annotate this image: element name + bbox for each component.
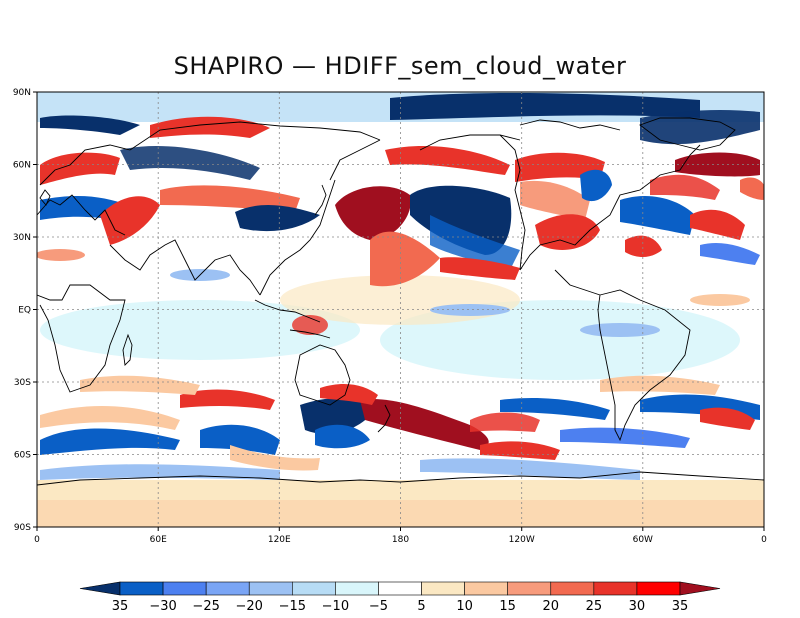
lon-tick-label: 120W (509, 535, 535, 545)
lat-tick-label: 30S (14, 378, 31, 388)
colorbar-high-triangle (679, 581, 721, 596)
lat-tick-label: 60S (14, 451, 31, 461)
colorbar-box (550, 581, 595, 596)
colorbar-box (205, 581, 250, 596)
colorbar-label: 35 (672, 599, 689, 614)
colorbar-label: −10 (322, 599, 349, 614)
lon-tick-label: 60W (633, 535, 653, 545)
colorbar-box (593, 581, 638, 596)
colorbar-box (378, 581, 422, 596)
colorbar-label: 5 (417, 599, 425, 614)
colorbar-box (464, 581, 508, 596)
colorbar-label: 15 (499, 599, 516, 614)
lat-labels: 90N 60N 30N EQ 30S 60S 90S (13, 88, 31, 533)
coastlines (37, 117, 764, 486)
colorbar-box (119, 581, 164, 596)
colorbar-label: 35 (112, 599, 129, 614)
colorbar-box (248, 581, 293, 596)
colorbar-low-triangle (79, 581, 121, 596)
tick-marks (33, 91, 765, 531)
lat-tick-label: 90N (13, 88, 31, 98)
colorbar-label: 30 (629, 599, 646, 614)
lon-tick-label: 60E (150, 535, 167, 545)
colorbar-label: −25 (192, 599, 219, 614)
colorbar-label: −5 (369, 599, 388, 614)
lon-tick-label: 0 (761, 535, 767, 545)
colorbar-box (162, 581, 207, 596)
gridlines (37, 92, 764, 527)
lat-tick-label: EQ (18, 306, 31, 316)
colorbar-box (507, 581, 552, 596)
lat-tick-label: 30N (13, 233, 31, 243)
colorbar-label: −30 (149, 599, 176, 614)
lon-tick-label: 180 (392, 535, 409, 545)
colorbar-label: 10 (456, 599, 473, 614)
colorbar-box (335, 581, 379, 596)
colorbar-label: −20 (236, 599, 263, 614)
lon-tick-label: 120E (268, 535, 291, 545)
colorbar-box (292, 581, 336, 596)
colorbar-box (421, 581, 465, 596)
colorbar-label: 20 (542, 599, 559, 614)
colorbar-label: −15 (279, 599, 306, 614)
colorbar: 35 −30 −25 −20 −15 −10 −5 5 10 15 20 25 30 35 (79, 581, 721, 614)
map-title: SHAPIRO — HDIFF_sem_cloud_water (173, 52, 627, 80)
lat-tick-label: 90S (14, 523, 31, 533)
lat-tick-label: 60N (13, 161, 31, 171)
lon-tick-label: 0 (34, 535, 40, 545)
colorbar-label: 25 (586, 599, 603, 614)
colorbar-box (636, 581, 681, 596)
lon-labels: 0 60E 120E 180 120W 60W 0 (34, 535, 767, 545)
